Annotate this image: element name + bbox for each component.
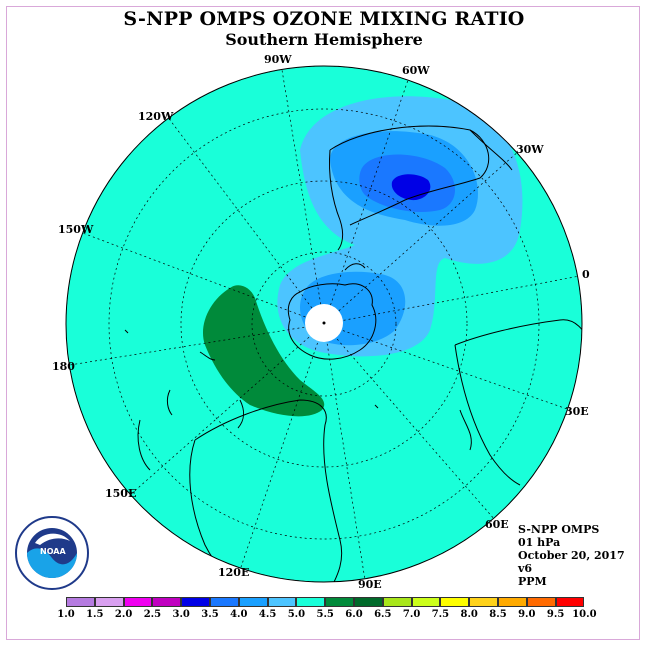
colorbar-label: 8.5 [489,609,507,620]
noaa-logo [15,516,89,590]
map-title: S-NPP OMPS OZONE MIXING RATIO [123,8,525,30]
lon-label-150e: 150E [105,487,137,500]
colorbar-label: 5.5 [316,609,334,620]
colorbar-swatch [411,597,441,607]
lon-label-150w: 150W [58,223,94,236]
colorbar-swatch [354,597,383,607]
lon-label-30w: 30W [516,143,544,156]
colorbar-swatch [66,597,95,607]
map-border [65,65,583,583]
latitude-grid [66,66,582,582]
colorbar-swatch [238,597,268,607]
colorbar-label: 7.0 [402,609,421,620]
coastlines [124,125,582,582]
figure-frame [6,6,640,640]
lon-label-120e: 120E [218,566,250,579]
contour-5.5-green [202,285,325,417]
colorbar-label: 5.0 [287,609,306,620]
lon-label-0: 0 [582,268,590,281]
colorbar-label: 6.0 [345,609,363,620]
lon-label-120w: 120W [138,110,174,123]
colorbar-swatch [498,597,527,607]
colorbar-swatch [152,597,182,607]
lon-label-30e: 30E [565,405,589,418]
colorbar-label: 2.5 [143,609,162,620]
colorbar-swatch [469,597,498,607]
map-subtitle: Southern Hemisphere [225,30,423,49]
info-level: 01 hPa [518,536,561,549]
info-version: v6 [518,562,533,575]
colorbar-label: 9.5 [546,609,565,620]
colorbar-swatch [123,597,153,607]
colorbar-swatch [526,597,556,607]
colorbar-swatch [382,597,412,607]
lon-label-90w: 90W [264,53,292,66]
colorbar-label: 4.5 [258,609,277,620]
lon-label-60e: 60E [485,518,509,531]
colorbar-swatch [555,597,585,607]
colorbar-swatch [267,597,297,607]
south-pole-marker [322,321,326,325]
lon-label-60w: 60W [402,64,430,77]
meridian-grid [69,69,582,581]
colorbar-swatch [210,597,239,607]
colorbar-label: 4.0 [230,609,248,620]
colorbar-label: 1.0 [57,609,75,620]
colorbar-swatch [181,597,210,607]
contour-3.0-max [391,174,431,201]
noaa-logo-text: NOAA [40,547,66,556]
info-instrument: S-NPP OMPS [518,523,600,536]
colorbar-swatch [325,597,354,607]
colorbar-label: 3.5 [201,609,219,620]
colorbar-label: 7.5 [431,609,450,620]
lon-label-180: 180 [52,360,75,373]
colorbar-swatch [94,597,124,607]
colorbar-label: 8.0 [460,609,478,620]
colorbar-label: 3.0 [172,609,190,620]
info-date: October 20, 2017 [518,549,625,562]
colorbar-swatch [440,597,470,607]
colorbar-label: 6.5 [374,609,392,620]
colorbar-label: 1.5 [86,609,104,620]
colorbar-label: 2.0 [114,609,133,620]
lon-label-90e: 90E [358,578,382,591]
info-units: PPM [518,575,547,588]
colorbar-label: 9.0 [518,609,536,620]
colorbar-swatch [296,597,326,607]
colorbar-label: 10.0 [572,609,597,620]
